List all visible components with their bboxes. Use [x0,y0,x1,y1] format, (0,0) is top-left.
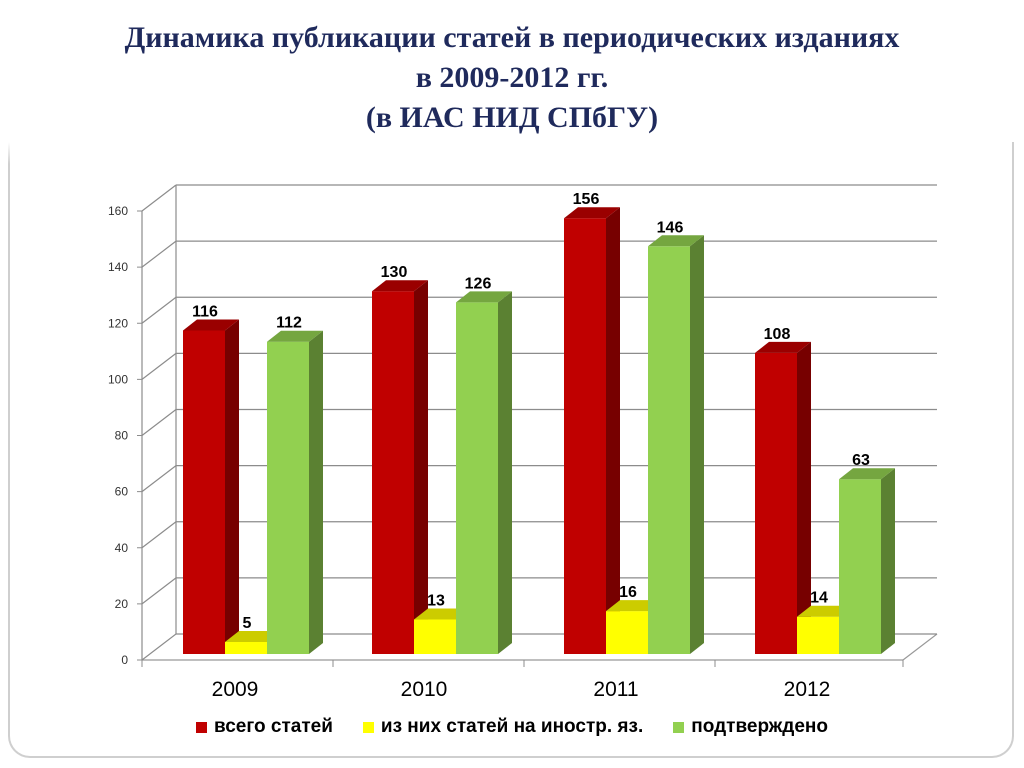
x-tick-label: 2009 [212,678,259,701]
bar [564,207,620,654]
bar-side [225,319,239,654]
title-line-2: в 2009-2012 гг. [415,61,609,94]
bar [839,468,895,654]
legend-label: подтверждено [691,716,828,737]
slide-content-frame [8,142,1014,758]
legend-item: из них статей на иностр. яз. [362,716,644,738]
bar-front [225,641,267,654]
data-label: 5 [243,615,252,632]
gridline-depth [141,577,177,605]
gridline-depth [141,296,177,324]
data-label: 116 [192,303,218,320]
y-tick-label: 40 [115,541,129,555]
bar-front [267,341,309,654]
bar-top [372,280,428,292]
legend-swatch [196,721,207,733]
legend-label: всего статей [214,716,333,737]
floor-right-edge [902,633,938,661]
y-tick-label: 120 [108,316,128,330]
data-label: 130 [381,264,408,281]
chart-title: Динамика публикации статей в периодическ… [0,18,1024,138]
bar-side [797,341,811,654]
bar [183,319,239,654]
bar-top [755,341,811,353]
y-tick-label: 60 [115,485,129,499]
data-label: 156 [573,191,600,208]
bar-top [564,207,620,219]
gridline-depth [141,633,177,661]
data-label: 14 [810,590,828,607]
bar-front [564,218,606,654]
data-label: 108 [764,326,791,343]
bar-top [839,468,895,480]
data-label: 63 [852,452,870,469]
bar-front [414,619,456,654]
gridline-depth [141,184,177,212]
bar-side [690,235,704,654]
bar-top [267,330,323,342]
bar [648,235,704,654]
data-label: 112 [276,315,302,332]
bar [456,291,512,654]
bar-front [606,611,648,654]
bar [755,341,811,654]
y-tick-label: 80 [115,429,129,443]
y-tick-label: 160 [108,204,128,218]
x-tick-label: 2012 [784,678,831,701]
legend-swatch [362,721,374,733]
gridline-depth [141,409,177,436]
gridline-depth [141,352,177,380]
bar-side [414,280,428,654]
gridline-depth [141,240,177,268]
bar-side [498,291,512,654]
bar-front [648,246,690,654]
x-tick-label: 2010 [401,678,448,701]
bar-top [456,291,512,303]
data-label: 126 [465,275,492,292]
bar [372,280,428,654]
bar-front [456,302,498,654]
title-line-1: Динамика публикации статей в периодическ… [124,21,900,54]
y-tick-label: 0 [121,653,128,667]
data-label: 16 [619,584,637,601]
gridline-depth [141,465,177,493]
chart-legend: всего статей из них статей на иностр. яз.… [0,716,1024,738]
bar-side [606,207,620,654]
legend-item: всего статей [196,716,333,738]
legend-item: подтверждено [673,716,828,738]
legend-swatch [673,721,685,733]
y-tick-label: 140 [108,260,128,274]
data-label: 13 [427,593,445,610]
bar-front [372,291,414,654]
legend-label: из них статей на иностр. яз. [380,716,644,737]
bar-front [839,479,881,654]
bar-side [881,468,895,654]
bar-front [797,616,839,654]
data-label: 146 [657,219,684,236]
x-tick-label: 2011 [593,678,638,701]
title-line-3: (в ИАС НИД СПбГУ) [365,101,659,134]
y-tick-label: 100 [108,372,128,386]
bar-front [755,352,797,654]
bar-front [183,330,225,654]
bar-top [183,319,239,331]
gridline-depth [141,521,177,549]
bar-side [309,330,323,654]
y-tick-label: 20 [115,597,129,611]
bar-top [648,235,704,247]
bar [267,330,323,654]
